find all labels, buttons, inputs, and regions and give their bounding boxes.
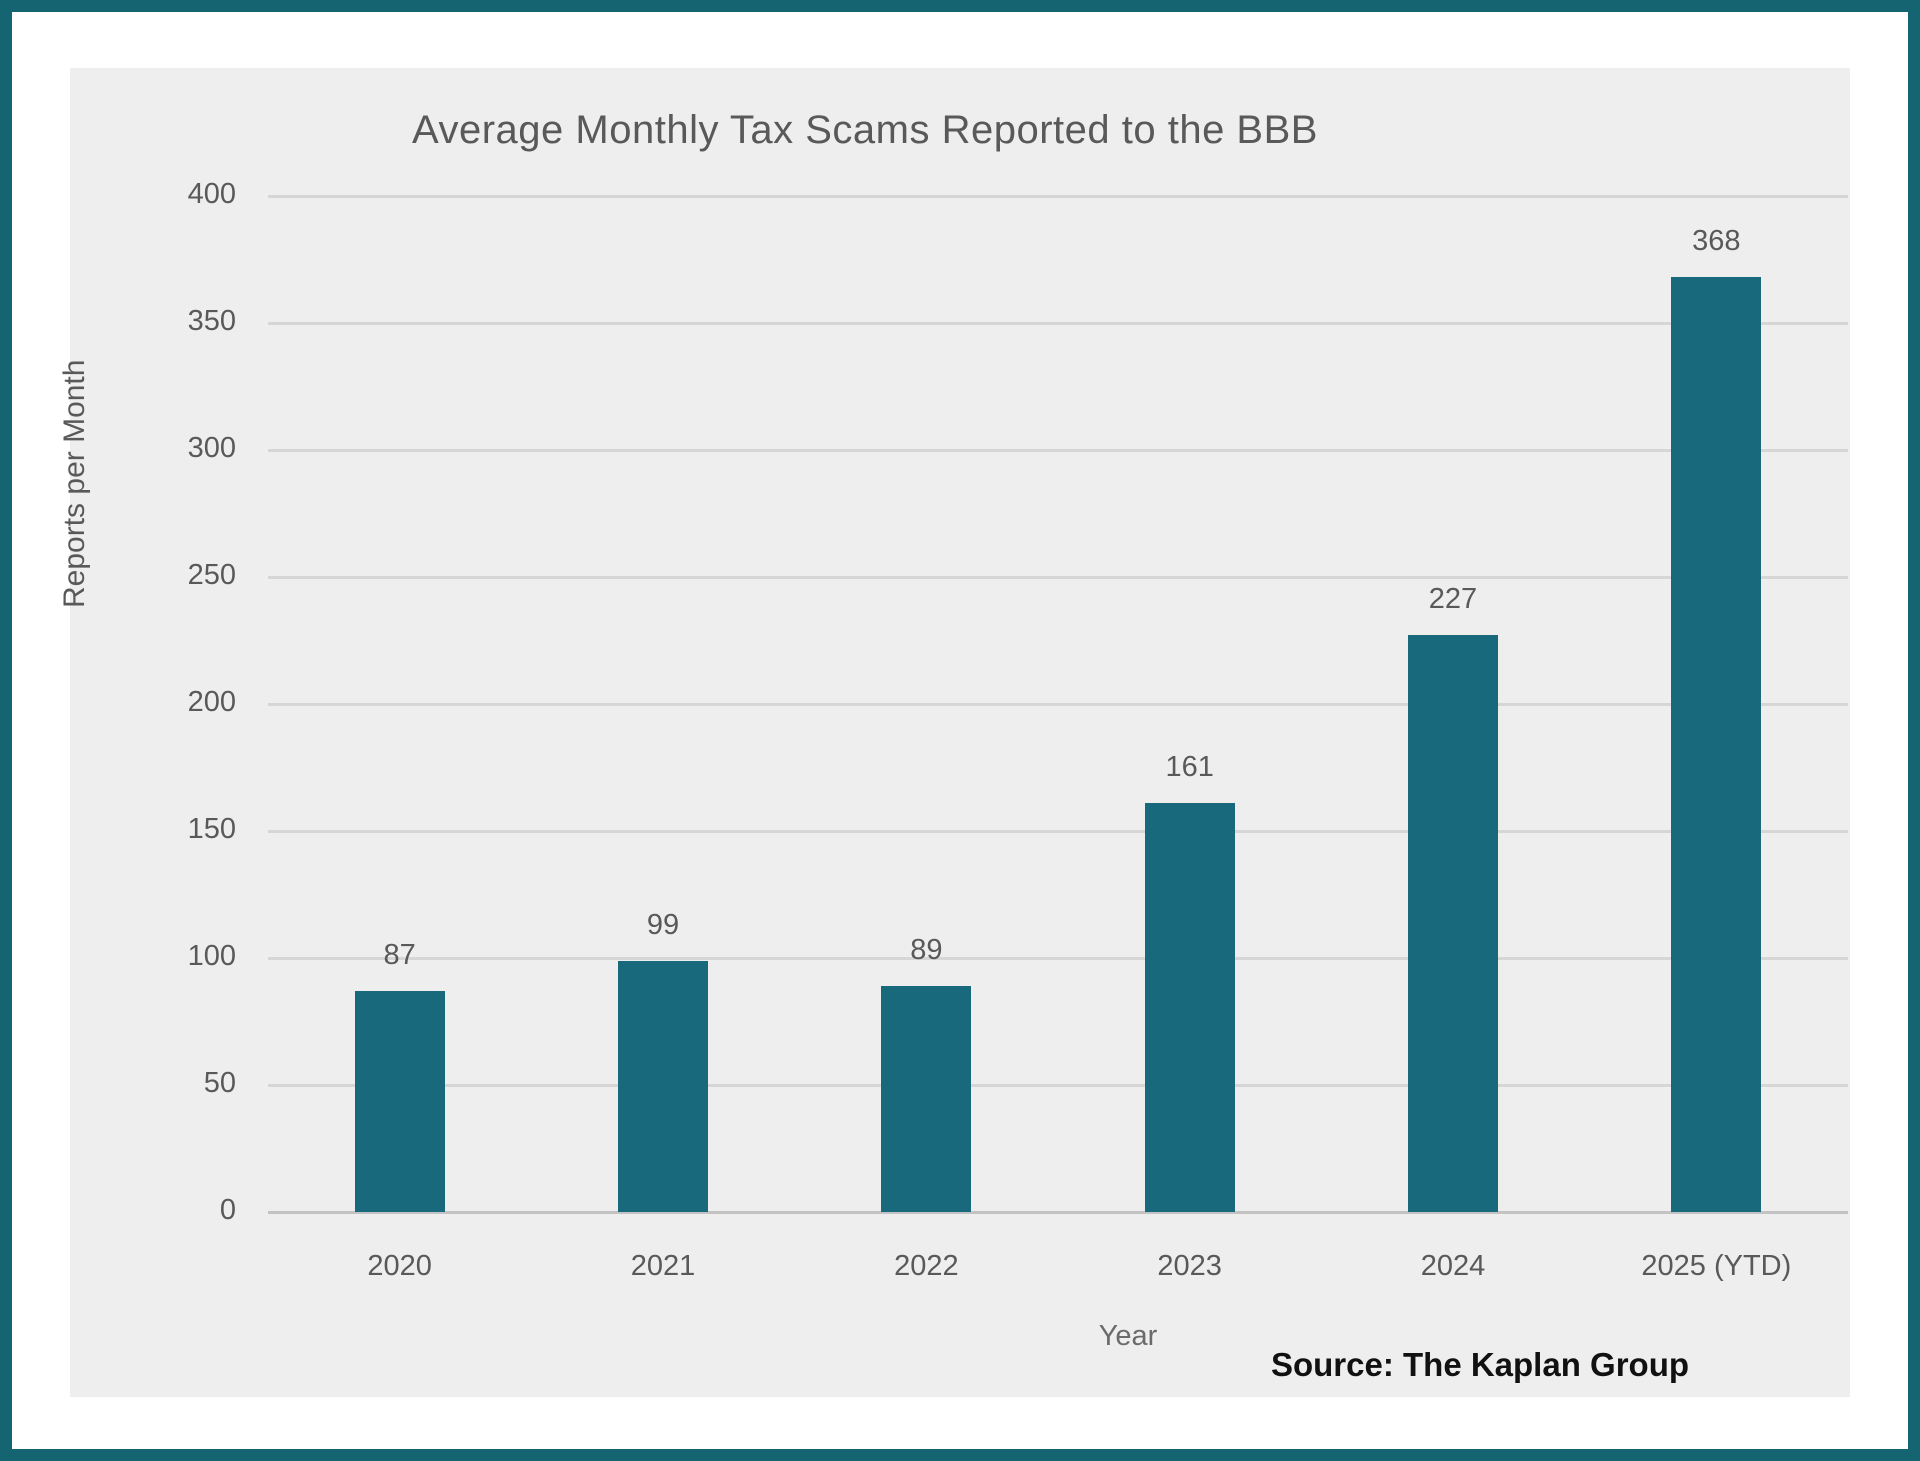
bar-2024 bbox=[1408, 635, 1498, 1212]
bar-2023 bbox=[1144, 803, 1235, 1212]
gridline-300 bbox=[268, 449, 1848, 452]
bar-2025 (YTD) bbox=[1671, 277, 1762, 1212]
bar-2020 bbox=[354, 991, 445, 1212]
bar-value-label: 368 bbox=[1692, 225, 1741, 257]
bar-2022 bbox=[881, 986, 972, 1212]
gridline-200 bbox=[268, 703, 1848, 706]
gridline-350 bbox=[268, 322, 1848, 325]
x-axis-title: Year bbox=[1098, 1320, 1158, 1352]
y-tick-label: 300 bbox=[187, 432, 236, 464]
x-tick-label: 2024 bbox=[1420, 1250, 1486, 1282]
x-tick-label: 2020 bbox=[367, 1250, 432, 1282]
gridline-400 bbox=[268, 195, 1848, 198]
chart-panel: Average Monthly Tax Scams Reported to th… bbox=[58, 68, 1850, 1397]
y-tick-label: 400 bbox=[187, 178, 236, 210]
y-tick-label: 50 bbox=[203, 1067, 236, 1099]
gridline-50 bbox=[268, 1084, 1848, 1087]
bar-value-label: 161 bbox=[1165, 751, 1214, 783]
gridline-100 bbox=[268, 957, 1848, 960]
y-tick-label: 100 bbox=[187, 940, 236, 972]
bar-value-label: 99 bbox=[646, 909, 680, 941]
gridline-250 bbox=[268, 576, 1848, 579]
y-tick-label: 350 bbox=[187, 305, 236, 337]
bar-value-label: 227 bbox=[1428, 583, 1478, 615]
gridline-0 bbox=[268, 1211, 1848, 1214]
source-note: Source: The Kaplan Group bbox=[1270, 1346, 1690, 1383]
x-tick-label: 2022 bbox=[894, 1250, 959, 1282]
gridline-150 bbox=[268, 830, 1848, 833]
bar-2021 bbox=[618, 961, 708, 1212]
plot-area: 0 50 100 150 200 250 300 350 400 87 2020 99 2021 89 20… bbox=[70, 68, 1850, 1397]
y-tick-label: 250 bbox=[187, 559, 236, 591]
chart-title: Average Monthly Tax Scams Reported to th… bbox=[412, 108, 1318, 152]
y-tick-label: 0 bbox=[219, 1194, 236, 1226]
x-tick-label: 2021 bbox=[630, 1250, 696, 1282]
y-tick-label: 150 bbox=[187, 813, 236, 845]
bar-value-label: 89 bbox=[910, 934, 943, 966]
x-tick-label: 2025 (YTD) bbox=[1641, 1250, 1792, 1282]
x-tick-label: 2023 bbox=[1157, 1250, 1222, 1282]
bar-value-label: 87 bbox=[383, 939, 416, 971]
y-tick-label: 200 bbox=[187, 686, 236, 718]
